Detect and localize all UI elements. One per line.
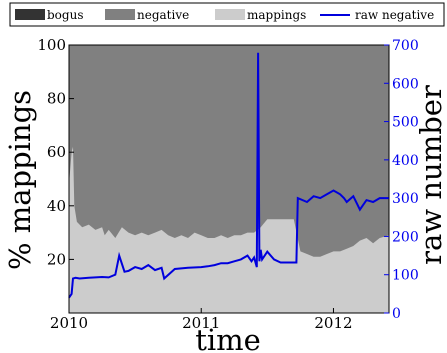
x-tick-label: 2011 bbox=[182, 314, 220, 332]
y-left-tick-label: 40 bbox=[47, 197, 66, 215]
legend-label-bogus: bogus bbox=[47, 8, 83, 22]
x-tick-label: 2010 bbox=[50, 314, 88, 332]
y-left-tick-label: 60 bbox=[47, 143, 66, 161]
y-right-tick-label: 200 bbox=[392, 229, 419, 245]
y-right-tick-label: 400 bbox=[392, 153, 419, 169]
x-axis-title: time bbox=[195, 323, 261, 353]
series-mappings-area bbox=[69, 146, 389, 313]
plot-frame bbox=[68, 44, 390, 314]
y-axis-title-left: % mappings bbox=[3, 90, 37, 270]
y-right-tick-label: 100 bbox=[392, 268, 419, 284]
legend-swatch-negative bbox=[105, 9, 135, 20]
y-right-tick-label: 600 bbox=[392, 76, 419, 92]
legend-label-raw-negative: raw negative bbox=[355, 8, 434, 22]
y-right-tick-label: 500 bbox=[392, 115, 419, 131]
y-right-tick-label: 300 bbox=[392, 191, 419, 207]
series-raw-negative-line bbox=[68, 52, 389, 299]
y-left-tick-label: 20 bbox=[47, 250, 66, 268]
legend-label-negative: negative bbox=[137, 8, 189, 22]
legend: bogus negative mappings raw negative bbox=[9, 2, 445, 27]
plot-area bbox=[68, 45, 389, 313]
legend-label-mappings: mappings bbox=[247, 8, 306, 22]
y-axis-title-right: raw number bbox=[414, 85, 447, 265]
legend-swatch-mappings bbox=[215, 9, 245, 20]
y-left-tick-label: 100 bbox=[37, 36, 66, 54]
y-right-tick-label: 0 bbox=[392, 306, 401, 322]
axes: 20 40 60 80 100 0 100 200 300 400 500 600 700 2010 201… bbox=[37, 36, 418, 332]
x-tick-label: 2012 bbox=[314, 314, 352, 332]
legend-swatch-bogus bbox=[15, 9, 45, 20]
y-right-tick-label: 700 bbox=[392, 38, 419, 54]
y-left-tick-label: 80 bbox=[47, 90, 66, 108]
